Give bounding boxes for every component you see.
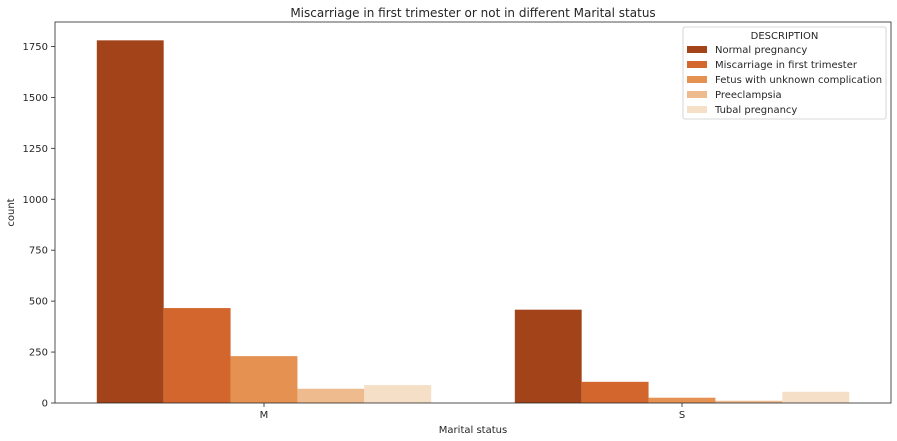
bar-s-5	[782, 391, 850, 403]
bar-s-4	[715, 400, 783, 403]
legend-swatch-3	[687, 76, 707, 83]
y-tick-label-500: 500	[29, 297, 48, 308]
y-tick-label-1750: 1750	[23, 42, 48, 53]
bar-m-2	[163, 308, 231, 403]
legend-swatch-2	[687, 61, 707, 68]
legend-item-4: Preeclampsia	[715, 90, 782, 101]
x-tick-label-s: S	[679, 410, 685, 421]
bar-s-1	[514, 309, 582, 403]
y-tick-label-1000: 1000	[23, 195, 48, 206]
bar-m-3	[230, 356, 298, 403]
y-tick-label-750: 750	[29, 246, 48, 257]
legend-item-1: Normal pregnancy	[715, 45, 807, 56]
bar-s-2	[581, 381, 649, 403]
x-axis-label: Marital status	[439, 425, 507, 436]
legend-swatch-5	[687, 106, 707, 113]
legend-swatch-1	[687, 46, 707, 53]
bar-s-3	[648, 397, 716, 403]
y-tick-label-1500: 1500	[23, 93, 48, 104]
x-tick-label-m: M	[260, 410, 269, 421]
legend-item-3: Fetus with unknown complication	[715, 75, 882, 86]
legend: DESCRIPTION Normal pregnancy Miscarriage i…	[682, 26, 887, 120]
y-tick-label-250: 250	[29, 348, 48, 359]
y-axis-label: count	[6, 198, 17, 226]
plot-frame	[54, 21, 892, 404]
bar-m-1	[96, 40, 164, 404]
legend-box	[682, 26, 887, 120]
plot-area: M S 0 250 500 750 1000 1250 1500 1750	[23, 21, 892, 421]
bar-m-5	[364, 385, 432, 403]
legend-item-5: Tubal pregnancy	[714, 105, 797, 116]
y-tick-label-1250: 1250	[23, 144, 48, 155]
legend-title: DESCRIPTION	[751, 31, 819, 42]
y-tick-label-0: 0	[42, 399, 48, 410]
bar-m-4	[297, 388, 365, 403]
legend-item-2: Miscarriage in first trimester	[715, 60, 858, 71]
legend-swatch-4	[687, 91, 707, 98]
chart-title: Miscarriage in first trimester or not in…	[290, 6, 655, 20]
